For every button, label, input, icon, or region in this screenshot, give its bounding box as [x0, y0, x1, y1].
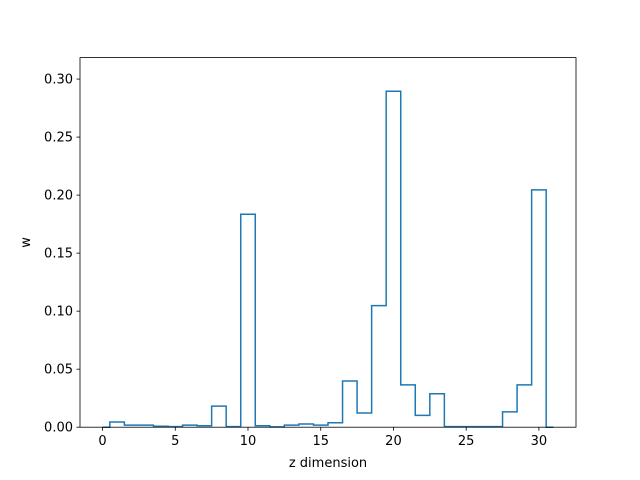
y-tick-label: 0.30 [44, 73, 73, 88]
y-tick-label: 0.00 [44, 421, 73, 436]
plot-background [80, 57, 576, 428]
y-tick-label: 0.05 [44, 363, 73, 378]
x-tick-label: 5 [171, 434, 179, 449]
y-tick-label: 0.10 [44, 305, 73, 320]
series-step-line [102, 90, 554, 428]
y-axis-label: w [19, 237, 34, 248]
x-tick-label: 0 [98, 434, 106, 449]
x-tick-label: 25 [458, 434, 475, 449]
plot-frame [79, 57, 577, 428]
data-marks [102, 90, 554, 428]
x-tick-label: 20 [385, 434, 402, 449]
x-axis-label: z dimension [289, 456, 367, 471]
x-tick-label: 15 [312, 434, 329, 449]
y-tick-label: 0.15 [44, 247, 73, 262]
x-axis-ticks: 0 5 10 15 20 25 30 [98, 427, 547, 449]
x-tick-label: 30 [531, 434, 548, 449]
x-tick-label: 10 [240, 434, 257, 449]
y-axis-ticks: 0.00 0.05 0.10 0.15 0.20 0.25 0.30 [44, 73, 80, 436]
y-tick-label: 0.25 [44, 131, 73, 146]
y-tick-label: 0.20 [44, 189, 73, 204]
